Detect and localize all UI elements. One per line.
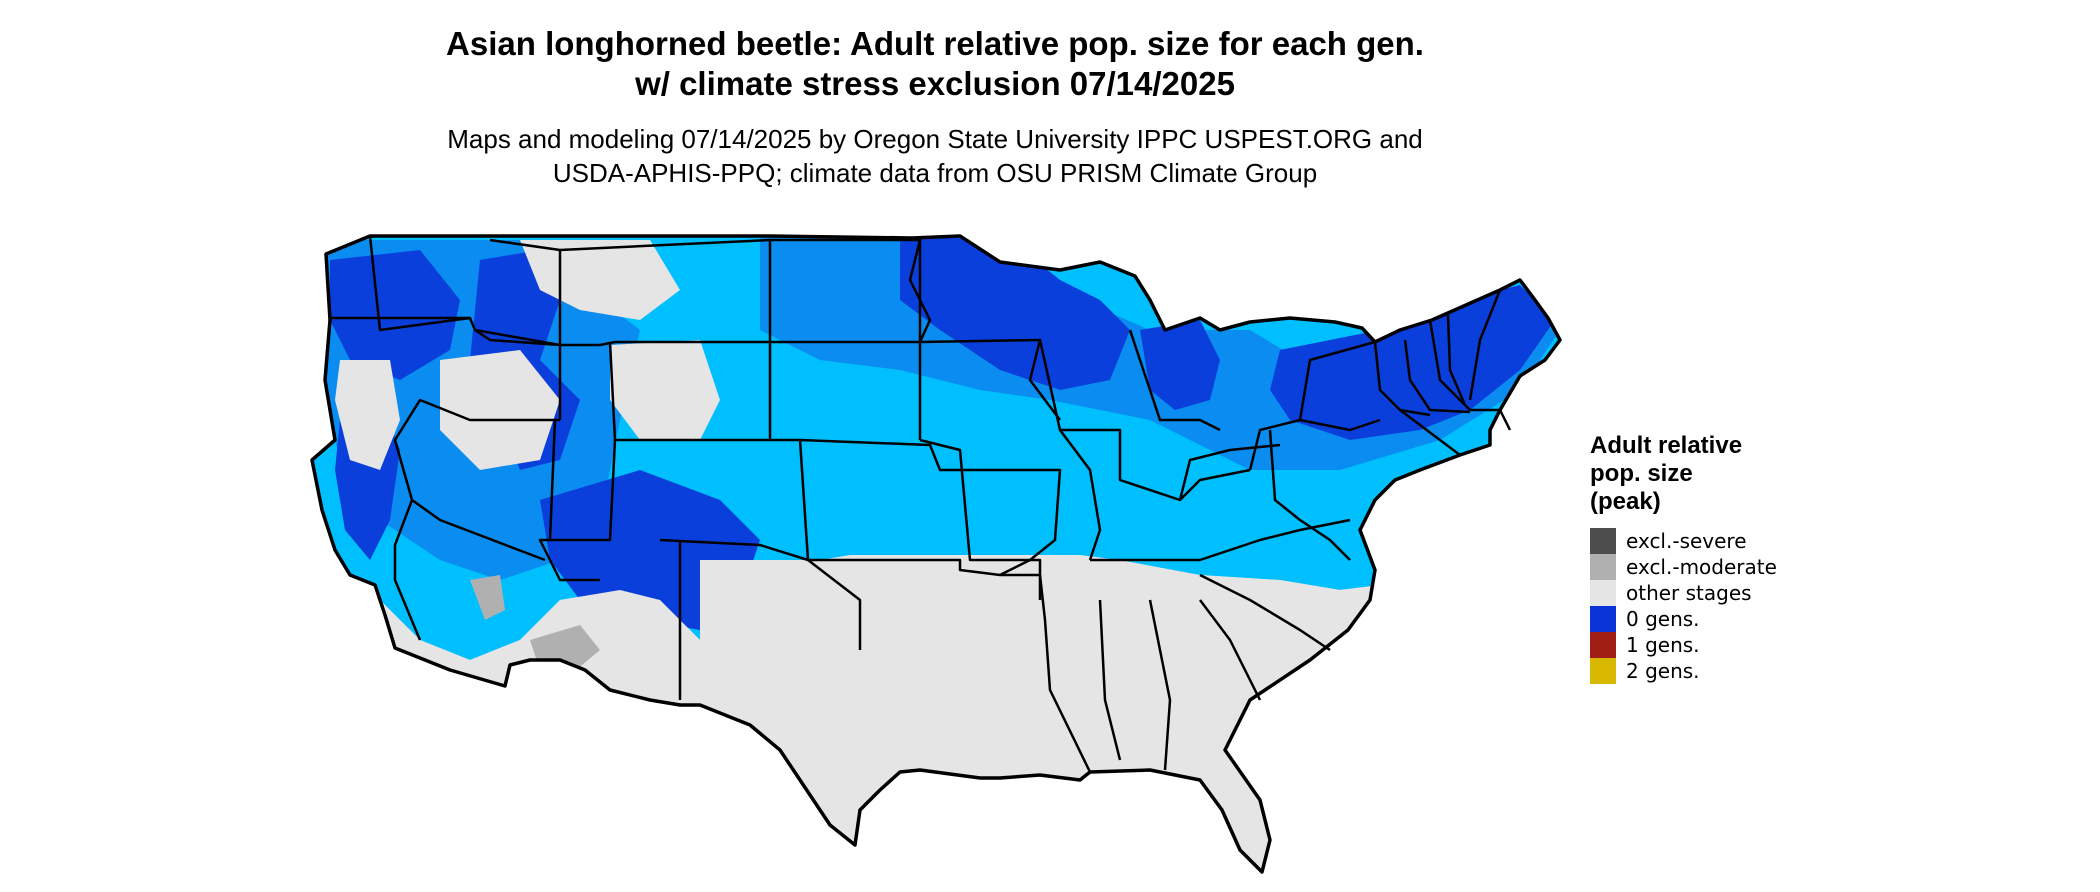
legend-label: excl.-severe [1626, 529, 1747, 553]
state-boundary [474, 238, 562, 347]
region-dark-blue-mn-wi [900, 236, 1130, 390]
state-boundary [1038, 574, 1092, 773]
region-other-stages-central-valley [335, 360, 400, 470]
legend-title-line-3: (peak) [1590, 488, 1661, 515]
state-boundary [1090, 518, 1351, 562]
legend-swatch [1590, 528, 1616, 554]
state-boundary [1373, 341, 1431, 417]
legend-title-line-1: Adult relative [1590, 432, 1743, 459]
state-boundary [1148, 599, 1172, 771]
state-boundary [1470, 408, 1512, 431]
legend-items: excl.-severe excl.-moderate other stages 0 … [1590, 528, 1850, 684]
state-boundary [1178, 443, 1281, 501]
state-boundary [560, 340, 760, 347]
state-boundary [808, 558, 1040, 577]
state-boundary [1060, 428, 1251, 502]
region-other-stages-south [700, 555, 1560, 872]
legend-swatch [1590, 606, 1616, 632]
state-boundary [919, 438, 1042, 600]
state-boundary [548, 419, 557, 541]
map-subtitle-line-1: Maps and modeling 07/14/2025 by Oregon S… [447, 124, 1423, 154]
region-dark-blue-pnw [330, 250, 460, 380]
state-boundary [1298, 340, 1376, 421]
legend-item: 2 gens. [1590, 658, 1850, 684]
state-boundary [1403, 339, 1471, 414]
map-subtitle-line-2: USDA-APHIS-PPQ; climate data from OSU PR… [552, 158, 1318, 188]
map-title: Asian longhorned beetle: Adult relative … [0, 24, 1870, 104]
region-dark-blue-northeast [1270, 285, 1555, 440]
legend-item: 1 gens. [1590, 632, 1850, 658]
legend-swatch [1590, 658, 1616, 684]
legend-title-line-2: pop. size [1590, 460, 1693, 487]
state-boundary [1199, 599, 1262, 701]
state-boundary [1128, 329, 1221, 432]
legend: Adult relative pop. size (peak) excl.-se… [1590, 432, 1850, 684]
state-boundary [1399, 409, 1461, 456]
state-boundary [1038, 339, 1102, 561]
state-boundary [1468, 289, 1502, 401]
state-boundary [559, 238, 772, 342]
state-boundary [368, 235, 471, 332]
legend-label: 2 gens. [1626, 659, 1700, 683]
legend-swatch [1590, 554, 1616, 580]
state-boundary [760, 340, 922, 440]
state-boundary [799, 438, 970, 472]
region-moderate-exclusion-ca [470, 575, 505, 620]
region-other-stages-wyoming [610, 340, 720, 440]
state-boundary [1098, 599, 1122, 761]
us-outline [310, 234, 1562, 874]
legend-item: 0 gens. [1590, 606, 1850, 632]
legend-label: 1 gens. [1626, 633, 1700, 657]
state-boundary [393, 398, 560, 562]
state-boundary [1268, 429, 1351, 561]
legend-swatch [1590, 632, 1616, 658]
state-boundary [1428, 319, 1471, 411]
state-boundary [393, 499, 422, 641]
legend-label: other stages [1626, 581, 1752, 605]
region-dark-blue-michigan [1140, 320, 1220, 410]
legend-item: excl.-moderate [1590, 554, 1850, 580]
state-boundary [538, 341, 617, 582]
map-subtitle: Maps and modeling 07/14/2025 by Oregon S… [0, 122, 1870, 190]
state-boundary [659, 538, 809, 562]
state-boundary [1199, 573, 1331, 652]
map-title-line-2: w/ climate stress exclusion 07/14/2025 [635, 65, 1235, 102]
legend-label: 0 gens. [1626, 607, 1700, 631]
state-boundary [330, 316, 562, 420]
map-title-line-1: Asian longhorned beetle: Adult relative … [446, 25, 1424, 62]
legend-title: Adult relative pop. size (peak) [1590, 432, 1850, 516]
legend-item: other stages [1590, 580, 1850, 606]
legend-swatch [1590, 580, 1616, 606]
state-boundary [908, 239, 932, 343]
legend-label: excl.-moderate [1626, 555, 1777, 579]
region-other-stages-greatbasin [440, 350, 560, 470]
legend-item: excl.-severe [1590, 528, 1850, 554]
state-boundary [1446, 314, 1467, 406]
state-boundary [970, 468, 1062, 577]
state-boundary [919, 338, 1061, 421]
